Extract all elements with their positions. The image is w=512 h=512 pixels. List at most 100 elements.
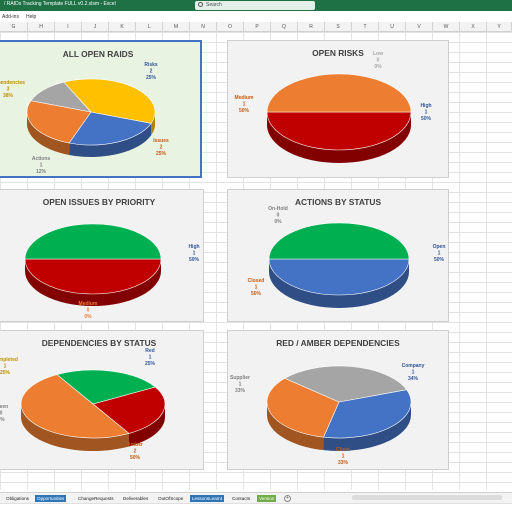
pie-slice-high[interactable]	[266, 111, 412, 151]
chart-title: OPEN RISKS	[312, 48, 364, 58]
pie-slice-completed[interactable]	[56, 369, 156, 405]
pie-slice-side	[69, 123, 152, 157]
sheet-tab-outofscope[interactable]: OutOfScope	[158, 496, 184, 501]
horizontal-scrollbar[interactable]	[352, 495, 502, 500]
chart-title: ACTIONS BY STATUS	[294, 197, 382, 207]
pie-slice-amber[interactable]	[20, 374, 130, 439]
chart-title: OPEN ISSUES BY PRIORITY	[42, 197, 156, 207]
chart-open-risks[interactable]: High 1 50% Medium 1 50% Low 0 0% OPEN RISKS	[227, 40, 449, 178]
pie-slice-side	[323, 402, 411, 451]
data-label: Completed125%	[0, 357, 18, 376]
data-label: Medium 1 50%	[235, 95, 254, 114]
column-header[interactable]: H	[28, 22, 55, 32]
data-label: Amber 2 50%	[127, 442, 143, 461]
data-label: Medium 0 0%	[79, 301, 98, 320]
pie-slice-closed[interactable]	[268, 222, 410, 260]
column-header[interactable]: N	[190, 22, 217, 32]
data-label: Issues 2 25%	[153, 138, 169, 157]
chart-title: DEPENDENCIES BY STATUS	[41, 338, 157, 348]
column-header[interactable]: S	[325, 22, 352, 32]
pie-slice-side	[269, 259, 409, 308]
search-placeholder: Search	[206, 2, 222, 8]
pie-slice-side	[21, 404, 129, 451]
pie-slice-dependencies[interactable]	[63, 78, 156, 124]
pie-slice-supplier[interactable]	[284, 365, 408, 403]
title-bar: / RAIDs Tracking Template FULL v0.2.xlsm…	[0, 0, 512, 11]
data-label: Risks 2 25%	[144, 62, 158, 81]
sheet-tab-changerequests[interactable]: ChangeRequests	[78, 496, 114, 501]
column-header[interactable]: Y	[487, 22, 512, 32]
chart-red-amber-dependencies[interactable]: Company 1 34% Client 1 33% Supplier 1 33% RED / …	[227, 330, 449, 470]
data-label: Client 1 33%	[336, 447, 350, 466]
sheet-tab-lessonslearnt[interactable]: LessonsLearnt	[190, 495, 225, 502]
sheet-tab-deliverables[interactable]: Deliverables	[123, 496, 149, 501]
menu-item-help[interactable]: Help	[26, 14, 37, 20]
pie-slice-open[interactable]	[268, 258, 410, 296]
data-label: Green00%	[0, 404, 8, 423]
column-header[interactable]: O	[217, 22, 244, 32]
pie-chart: High 1 50% Medium 1 50% Low 0 0%	[235, 51, 432, 163]
column-headers: G H I J K L M N O P Q R S T U V W X Y	[0, 22, 512, 32]
column-header[interactable]: U	[379, 22, 406, 32]
data-label: Closed 1 50%	[248, 278, 265, 297]
data-label: On-Hold 0 0%	[268, 206, 288, 225]
pie-slice-risks[interactable]	[68, 111, 152, 146]
chart-title: ALL OPEN RAIDS	[62, 49, 134, 59]
data-label: High 1 50%	[188, 244, 199, 263]
column-header[interactable]: I	[55, 22, 82, 32]
pie-slice-side	[25, 259, 161, 306]
sheet-tab-contacts[interactable]: Contacts	[232, 496, 251, 501]
column-header[interactable]: J	[82, 22, 109, 32]
menu-item-addins[interactable]: Add-ins	[2, 14, 19, 20]
column-header[interactable]: Q	[271, 22, 298, 32]
data-label: Actions 1 12%	[32, 156, 51, 175]
sheet-tab-opportunities[interactable]: Opportunities	[35, 495, 67, 502]
chart-actions-by-status[interactable]: Open 1 50% Closed 1 50% On-Hold 0 0% ACTIONS BY …	[227, 189, 449, 322]
pie-chart: Company 1 34% Client 1 33% Supplier 1 33%	[230, 363, 425, 466]
menu-bar: Add-ins Help	[0, 11, 512, 22]
pie-slice-company[interactable]	[323, 389, 412, 439]
column-header[interactable]: W	[433, 22, 460, 32]
column-header[interactable]: L	[136, 22, 163, 32]
column-header[interactable]: V	[406, 22, 433, 32]
chart-open-issues-by-priority[interactable]: High 1 50% Medium 0 0% OPEN ISSUES BY PRIORIT…	[0, 189, 204, 322]
column-header[interactable]: G	[0, 22, 28, 32]
pie-slice-red[interactable]	[92, 386, 166, 434]
search-box[interactable]: Search	[195, 1, 315, 10]
data-label: Red 1 25%	[145, 348, 156, 367]
pie-chart: High 1 50% Medium 0 0%	[24, 223, 200, 320]
data-label: Supplier 1 33%	[230, 375, 250, 394]
data-label: High 1 50%	[420, 103, 431, 122]
pie-slice-side	[27, 112, 70, 156]
sheet-tab-version[interactable]: Version	[257, 495, 277, 502]
data-label: Dependencies338%	[0, 80, 25, 99]
column-header[interactable]: M	[163, 22, 190, 32]
sheet-tab-bar: Obligations Opportunities ChangeRequests…	[0, 492, 512, 503]
data-label: Open 1 50%	[433, 244, 446, 263]
column-header[interactable]: P	[244, 22, 271, 32]
pie-slice-side	[267, 402, 324, 451]
search-icon	[198, 2, 203, 8]
data-label: Company 1 34%	[402, 363, 425, 382]
pie-slice-issues[interactable]	[26, 100, 92, 144]
column-header[interactable]: X	[460, 22, 487, 32]
add-sheet-button[interactable]: +	[284, 495, 291, 502]
column-header[interactable]: T	[352, 22, 379, 32]
chart-title: RED / AMBER DEPENDENCIES	[276, 338, 400, 348]
window-title: / RAIDs Tracking Template FULL v0.2.xlsm…	[4, 1, 116, 7]
pie-slice-medium[interactable]	[266, 73, 412, 113]
pie-slice[interactable]	[24, 223, 162, 260]
column-header[interactable]: K	[109, 22, 136, 32]
pie-chart: Open 1 50% Closed 1 50% On-Hold 0 0%	[248, 206, 446, 308]
pie-slice-high[interactable]	[24, 258, 162, 295]
sheet-tab-obligations[interactable]: Obligations	[6, 496, 29, 501]
pie-slice-side	[267, 112, 411, 163]
pie-slice-side	[129, 404, 165, 447]
pie-slice-client[interactable]	[266, 377, 340, 438]
data-label: Low 0 0%	[373, 51, 383, 70]
column-header[interactable]: R	[298, 22, 325, 32]
